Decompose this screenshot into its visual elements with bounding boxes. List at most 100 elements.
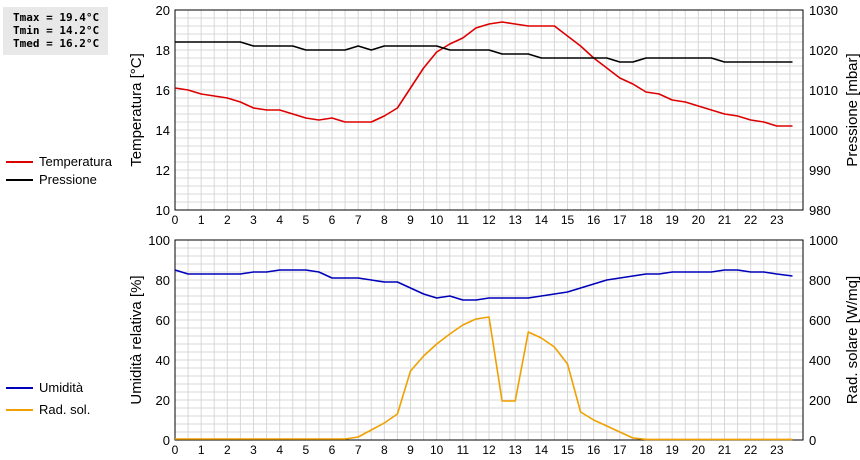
x-tick-label: 1	[198, 213, 205, 227]
y-axis-label: Temperatura [°C]	[128, 53, 145, 167]
y2-tick-label: 200	[809, 393, 831, 408]
x-tick-label: 2	[224, 443, 231, 457]
y-tick-label: 10	[156, 203, 170, 218]
y2-tick-label: 0	[809, 433, 816, 448]
legend-item-rad-sol: Rad. sol.	[6, 402, 121, 418]
x-tick-label: 9	[407, 443, 414, 457]
legend-label-temperatura: Temperatura	[39, 154, 112, 169]
y-tick-label: 20	[156, 3, 170, 18]
y-tick-label: 14	[156, 123, 170, 138]
x-tick-label: 20	[692, 443, 706, 457]
y2-tick-label: 1030	[809, 3, 838, 18]
tmin-value: Tmin = 14.2°C	[13, 24, 100, 37]
x-tick-label: 22	[744, 213, 758, 227]
y2-tick-label: 1000	[809, 233, 838, 248]
x-tick-label: 13	[508, 443, 522, 457]
y2-axis-label: Pressione [mbar]	[844, 53, 860, 166]
x-tick-label: 17	[613, 213, 627, 227]
x-tick-label: 13	[508, 213, 522, 227]
x-tick-label: 9	[407, 213, 414, 227]
legend-swatch-pressione	[6, 179, 33, 181]
x-tick-label: 15	[561, 213, 575, 227]
x-tick-label: 0	[172, 213, 179, 227]
legend-label-umidita: Umidità	[39, 380, 84, 395]
y2-tick-label: 980	[809, 203, 831, 218]
y2-axis-label: Rad. solare [W/mq]	[844, 276, 860, 404]
legend-item-umidita: Umidità	[6, 380, 121, 396]
tmed-value: Tmed = 16.2°C	[13, 37, 100, 50]
x-tick-label: 18	[639, 443, 653, 457]
x-tick-label: 18	[639, 213, 653, 227]
y-tick-label: 100	[148, 233, 170, 248]
y-tick-label: 60	[156, 313, 170, 328]
legend-label-rad-sol: Rad. sol.	[39, 402, 91, 417]
x-tick-label: 10	[430, 213, 444, 227]
x-tick-label: 19	[665, 443, 679, 457]
y2-tick-label: 600	[809, 313, 831, 328]
x-tick-label: 7	[355, 213, 362, 227]
x-tick-label: 5	[302, 213, 309, 227]
chart-top: 0 1 2 3 4 5 6 7 8 9 10 11 12 13 14 15 16 17 18 19 20 21 22 2310…	[128, 3, 860, 227]
x-tick-label: 11	[457, 213, 470, 227]
x-tick-label: 7	[355, 443, 362, 457]
series-line-umidit	[174, 269, 793, 301]
legend-item-temperatura: Temperatura	[6, 154, 121, 170]
x-tick-label: 10	[430, 443, 444, 457]
series-line-pressione	[175, 41, 793, 63]
x-tick-label: 0	[172, 443, 179, 457]
stats-box: Tmax = 19.4°C Tmin = 14.2°C Tmed = 16.2°…	[3, 7, 108, 55]
y-tick-label: 16	[156, 83, 170, 98]
x-tick-label: 16	[587, 213, 601, 227]
x-tick-label: 21	[718, 213, 732, 227]
tmax-value: Tmax = 19.4°C	[13, 11, 100, 24]
x-tick-label: 8	[381, 213, 388, 227]
plot-frame	[174, 9, 804, 211]
y-tick-label: 40	[156, 353, 170, 368]
x-tick-label: 6	[329, 213, 336, 227]
legend-swatch-temperatura	[6, 161, 33, 163]
series-line-temperatura	[174, 21, 793, 127]
x-tick-label: 15	[561, 443, 575, 457]
x-tick-label: 23	[770, 213, 784, 227]
legend-label-pressione: Pressione	[39, 172, 97, 187]
x-tick-label: 3	[250, 443, 257, 457]
x-tick-label: 14	[535, 443, 549, 457]
y2-tick-label: 1010	[809, 83, 838, 98]
x-tick-label: 11	[457, 443, 470, 457]
y-tick-label: 80	[156, 273, 170, 288]
y-tick-label: 12	[156, 163, 170, 178]
x-tick-label: 6	[329, 443, 336, 457]
x-tick-label: 3	[250, 213, 257, 227]
x-tick-label: 8	[381, 443, 388, 457]
chart-bottom: 0 1 2 3 4 5 6 7 8 9 10 11 12 13 14 15 16 17 18 19 20 21 22 2302…	[128, 233, 860, 457]
series-line-rad-sol	[175, 316, 793, 441]
x-tick-label: 19	[665, 213, 679, 227]
legend-swatch-umidita	[6, 387, 33, 389]
x-tick-label: 16	[587, 443, 601, 457]
x-tick-label: 12	[482, 443, 496, 457]
x-tick-label: 1	[198, 443, 205, 457]
x-tick-label: 17	[613, 443, 627, 457]
x-tick-label: 21	[718, 443, 732, 457]
x-tick-label: 2	[224, 213, 231, 227]
x-tick-label: 4	[276, 443, 283, 457]
x-tick-label: 20	[692, 213, 706, 227]
legend-swatch-rad-sol	[6, 409, 33, 411]
y2-tick-label: 990	[809, 163, 831, 178]
x-tick-label: 12	[482, 213, 496, 227]
y-tick-label: 18	[156, 43, 170, 58]
x-tick-label: 4	[276, 213, 283, 227]
x-tick-label: 22	[744, 443, 758, 457]
y-tick-label: 20	[156, 393, 170, 408]
y2-tick-label: 1020	[809, 43, 838, 58]
x-tick-label: 5	[302, 443, 309, 457]
legend-item-pressione: Pressione	[6, 172, 121, 188]
y2-tick-label: 400	[809, 353, 831, 368]
plot-frame	[174, 239, 804, 441]
y-axis-label: Umidità relativa [%]	[128, 275, 145, 404]
x-tick-label: 14	[535, 213, 549, 227]
y2-tick-label: 800	[809, 273, 831, 288]
y2-tick-label: 1000	[809, 123, 838, 138]
x-tick-label: 23	[770, 443, 784, 457]
